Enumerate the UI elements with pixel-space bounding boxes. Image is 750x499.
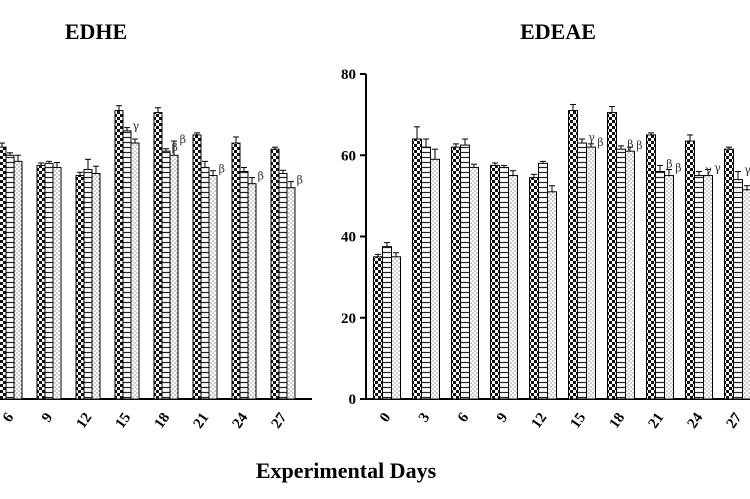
bar-series-3-9	[52, 166, 62, 400]
x-tick-label: 0	[377, 410, 394, 425]
x-tick-label: 6	[0, 410, 18, 426]
bar-series-2-15	[122, 130, 132, 400]
panel-edeae: 0204060800369121518212427γβββββγγγβ	[341, 67, 750, 432]
x-tick-label: 18	[607, 410, 629, 431]
y-tick-label: 40	[341, 230, 356, 246]
bar-series-3-27	[286, 187, 296, 400]
x-tick-label: 12	[74, 410, 96, 431]
x-tick-label: 24	[230, 410, 252, 432]
panel-title-edeae: EDEAE	[520, 19, 596, 44]
bar-series-2-27	[278, 173, 288, 400]
bar-series-1-18	[153, 112, 163, 400]
bar-series-2-9	[44, 162, 54, 400]
bar-series-1-3	[412, 138, 422, 400]
bar-series-2-12	[538, 162, 548, 400]
bar-series-3-0	[391, 256, 401, 400]
y-tick-label: 20	[341, 311, 356, 327]
bar-series-2-24	[694, 175, 704, 400]
bar-series-3-15	[586, 146, 596, 400]
x-tick-label: 27	[269, 410, 291, 432]
bar-series-2-0	[382, 246, 392, 400]
bar-series-1-0	[373, 256, 383, 400]
bar-series-1-6	[0, 146, 7, 400]
significance-label: β	[219, 163, 225, 176]
bar-series-3-3	[430, 158, 440, 400]
bar-series-3-24	[703, 175, 713, 400]
x-tick-label: 18	[152, 410, 174, 431]
bar-series-2-27	[733, 179, 743, 400]
significance-label: γ	[133, 120, 140, 133]
bar-series-3-15	[130, 142, 140, 400]
bar-series-1-21	[192, 134, 202, 400]
bar-series-1-27	[270, 148, 280, 400]
bar-series-1-15	[568, 110, 578, 400]
bar-series-1-9	[36, 164, 46, 400]
x-tick-label: 3	[416, 410, 433, 425]
bar-series-3-12	[91, 173, 101, 400]
significance-label: γ	[588, 131, 595, 144]
x-tick-label: 9	[39, 410, 56, 425]
bar-series-1-21	[646, 134, 656, 400]
bar-series-2-15	[577, 142, 587, 400]
significance-label: β	[636, 139, 642, 152]
bar-series-3-24	[247, 183, 257, 400]
bar-series-1-12	[529, 177, 539, 400]
bar-series-2-12	[83, 168, 93, 400]
bar-series-3-6	[469, 166, 479, 400]
bar-series-3-6	[13, 160, 23, 400]
y-tick-label: 60	[341, 148, 356, 164]
significance-label: β	[627, 138, 633, 151]
y-tick-label: 0	[349, 392, 357, 408]
significance-label: β	[180, 133, 186, 146]
bar-series-3-12	[547, 191, 557, 400]
bar-series-1-15	[114, 110, 124, 400]
significance-label: γ	[714, 161, 721, 174]
x-tick-label: 21	[646, 410, 668, 431]
bar-series-1-9	[490, 164, 500, 400]
y-tick-label: 80	[341, 67, 356, 83]
bar-series-1-12	[75, 175, 85, 400]
bar-series-2-9	[499, 166, 509, 400]
bar-series-1-18	[607, 112, 617, 400]
x-tick-label: 24	[685, 410, 707, 432]
bar-series-2-24	[239, 171, 249, 400]
bar-series-3-18	[625, 150, 635, 400]
bar-series-1-6	[451, 146, 461, 400]
x-tick-label: 15	[113, 410, 135, 431]
significance-label: β	[297, 174, 303, 187]
bar-series-2-18	[616, 148, 626, 400]
bar-series-3-18	[169, 154, 179, 400]
significance-label: β	[597, 136, 603, 149]
x-tick-label: 9	[494, 410, 511, 425]
bar-series-2-21	[200, 166, 210, 400]
x-tick-label: 12	[529, 410, 551, 431]
panel-title-edhe: EDHE	[65, 19, 127, 44]
bar-series-2-6	[5, 154, 15, 400]
bar-series-3-9	[508, 175, 518, 400]
bar-series-2-3	[421, 146, 431, 400]
significance-label: β	[172, 141, 178, 154]
significance-label: γ	[744, 164, 750, 177]
bar-series-2-21	[655, 171, 665, 400]
x-axis-label: Experimental Days	[256, 458, 437, 483]
significance-label: β	[666, 157, 672, 170]
x-tick-label: 21	[191, 410, 213, 431]
x-tick-label: 6	[455, 410, 473, 426]
bar-series-1-24	[685, 140, 695, 400]
significance-label: γ	[705, 164, 712, 177]
bar-series-2-6	[460, 144, 470, 400]
bar-series-2-18	[161, 150, 171, 400]
bar-series-1-24	[231, 142, 241, 400]
bar-series-1-27	[724, 148, 734, 400]
bar-series-3-27	[742, 189, 750, 400]
significance-label: β	[675, 161, 681, 174]
bar-series-3-21	[664, 175, 674, 400]
bar-series-3-21	[208, 175, 218, 400]
x-tick-label: 15	[568, 410, 590, 431]
x-tick-label: 27	[724, 410, 746, 432]
significance-label: β	[258, 170, 264, 183]
